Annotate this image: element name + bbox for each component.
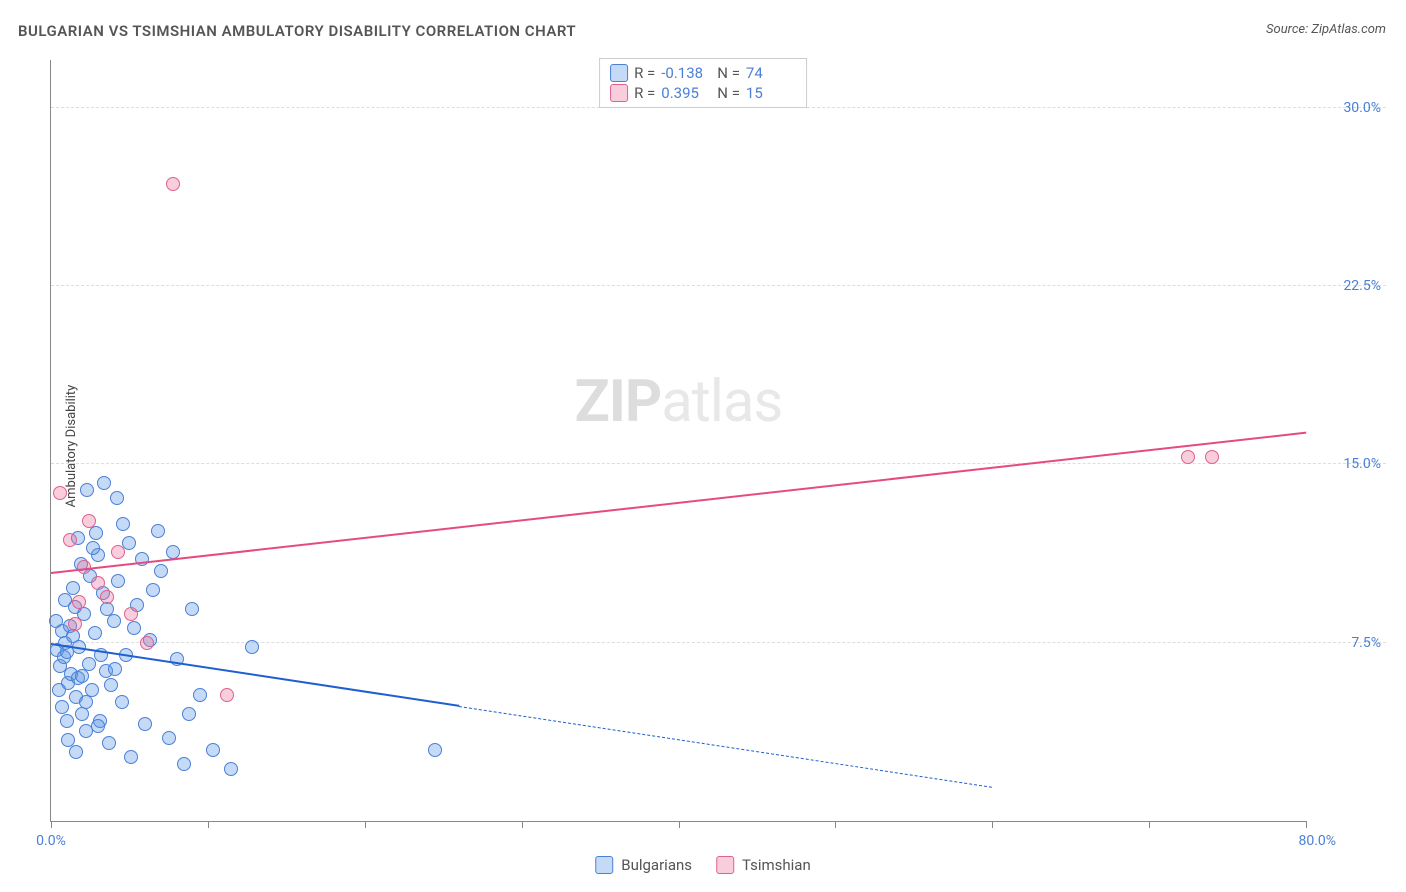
legend-item: Tsimshian <box>716 856 811 874</box>
data-point <box>122 536 136 550</box>
stat-legend-row: R = 0.395 N = 15 <box>610 83 796 103</box>
data-point <box>63 533 77 547</box>
data-point <box>151 524 165 538</box>
xtick <box>51 821 52 828</box>
data-point <box>162 731 176 745</box>
legend-r-label: R = <box>634 64 655 82</box>
legend-r-value: 0.395 <box>661 84 711 102</box>
data-point <box>182 707 196 721</box>
data-point <box>166 177 180 191</box>
data-point <box>193 688 207 702</box>
xtick <box>208 821 209 828</box>
data-point <box>220 688 234 702</box>
data-point <box>55 700 69 714</box>
data-point <box>88 626 102 640</box>
legend-label: Tsimshian <box>742 856 811 874</box>
legend-n-label: N = <box>717 64 740 82</box>
data-point <box>52 683 66 697</box>
data-point <box>115 695 129 709</box>
stat-legend: R = -0.138 N = 74 R = 0.395 N = 15 <box>599 58 807 108</box>
data-point <box>116 517 130 531</box>
legend-label: Bulgarians <box>621 856 692 874</box>
stat-legend-row: R = -0.138 N = 74 <box>610 63 796 83</box>
xtick-label: 80.0% <box>1298 833 1336 849</box>
data-point <box>104 678 118 692</box>
data-point <box>185 602 199 616</box>
data-point <box>75 669 89 683</box>
data-point <box>53 486 67 500</box>
data-point <box>77 560 91 574</box>
bottom-legend: Bulgarians Tsimshian <box>595 856 811 874</box>
xtick <box>835 821 836 828</box>
data-point <box>146 583 160 597</box>
legend-r-label: R = <box>634 84 655 102</box>
data-point <box>110 491 124 505</box>
data-point <box>224 762 238 776</box>
data-point <box>140 636 154 650</box>
legend-swatch <box>610 84 628 102</box>
chart-title: BULGARIAN VS TSIMSHIAN AMBULATORY DISABI… <box>18 22 576 40</box>
ytick-label: 15.0% <box>1343 456 1381 472</box>
data-point <box>86 541 100 555</box>
legend-swatch <box>716 856 734 874</box>
trend-line <box>51 431 1306 573</box>
ytick-label: 7.5% <box>1351 635 1381 651</box>
data-point <box>428 743 442 757</box>
ytick-label: 30.0% <box>1343 100 1381 116</box>
data-point <box>124 750 138 764</box>
data-point <box>111 574 125 588</box>
data-point <box>1205 450 1219 464</box>
data-point <box>107 614 121 628</box>
data-point <box>82 514 96 528</box>
data-point <box>138 717 152 731</box>
xtick <box>679 821 680 828</box>
xtick <box>522 821 523 828</box>
xtick-label: 0.0% <box>36 833 66 849</box>
data-point <box>79 695 93 709</box>
legend-swatch <box>610 64 628 82</box>
data-point <box>102 736 116 750</box>
source-label: Source: ZipAtlas.com <box>1266 22 1386 37</box>
data-point <box>100 590 114 604</box>
data-point <box>58 593 72 607</box>
ytick-label: 22.5% <box>1343 278 1381 294</box>
data-point <box>177 757 191 771</box>
data-point <box>60 714 74 728</box>
xtick <box>365 821 366 828</box>
legend-item: Bulgarians <box>595 856 692 874</box>
data-point <box>68 617 82 631</box>
data-point <box>91 719 105 733</box>
data-point <box>1181 450 1195 464</box>
xtick <box>1149 821 1150 828</box>
data-point <box>127 621 141 635</box>
data-point <box>91 576 105 590</box>
trend-line-dashed <box>459 706 993 788</box>
legend-n-value: 74 <box>746 64 796 82</box>
data-point <box>206 743 220 757</box>
data-point <box>124 607 138 621</box>
data-point <box>80 483 94 497</box>
data-point <box>97 476 111 490</box>
data-point <box>69 745 83 759</box>
data-point <box>89 526 103 540</box>
data-point <box>75 707 89 721</box>
xtick <box>1306 821 1307 828</box>
legend-n-value: 15 <box>746 84 796 102</box>
watermark: ZIPatlas <box>575 368 783 436</box>
data-point <box>111 545 125 559</box>
plot-area: ZIPatlas 7.5%15.0%22.5%30.0%0.0%80.0% <box>50 60 1306 822</box>
data-point <box>108 662 122 676</box>
xtick <box>992 821 993 828</box>
data-point <box>154 564 168 578</box>
legend-r-value: -0.138 <box>661 64 711 82</box>
gridline <box>51 285 1386 286</box>
data-point <box>72 595 86 609</box>
data-point <box>245 640 259 654</box>
legend-swatch <box>595 856 613 874</box>
data-point <box>49 614 63 628</box>
legend-n-label: N = <box>717 84 740 102</box>
